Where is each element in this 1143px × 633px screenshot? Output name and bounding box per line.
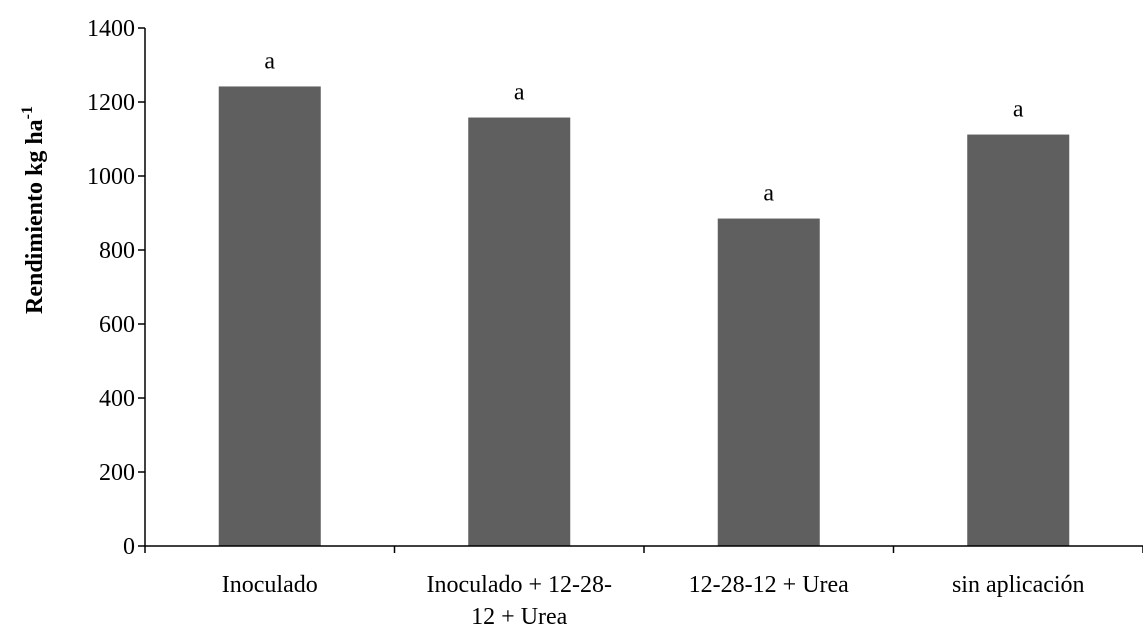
bar <box>967 134 1070 546</box>
category-label-line: Inoculado <box>222 572 318 598</box>
data-label: a <box>514 80 525 106</box>
y-tick-label: 1000 <box>87 164 135 190</box>
bars <box>218 86 1070 547</box>
category-label: Inoculado + 12-28- 12 + Urea <box>427 572 612 630</box>
y-axis-title-superscript: -1 <box>19 106 36 119</box>
y-axis-title-text: Rendimiento kg ha <box>22 119 48 314</box>
x-axis-ticks <box>144 546 1143 553</box>
bar <box>717 218 820 547</box>
y-axis-title: Rendimiento kg ha-1 <box>19 106 48 314</box>
y-axis-ticks: 0 200 400 600 800 1000 1200 1400 <box>87 16 145 560</box>
category-label: sin aplicación <box>952 572 1085 598</box>
bar <box>218 86 321 547</box>
category-label: 12-28-12 + Urea <box>689 572 849 598</box>
bar <box>468 117 571 546</box>
category-label-line: 12 + Urea <box>471 604 568 630</box>
y-tick-label: 0 <box>123 534 135 560</box>
data-labels: a a a a <box>264 48 1024 206</box>
data-label: a <box>763 181 774 207</box>
y-tick-label: 1400 <box>87 16 135 42</box>
data-label: a <box>1013 97 1024 123</box>
category-label-line: Inoculado + 12-28- <box>427 572 612 598</box>
category-labels: Inoculado Inoculado + 12-28- 12 + Urea 12-2… <box>222 572 1085 630</box>
y-tick-label: 800 <box>99 238 135 264</box>
data-label: a <box>264 48 275 74</box>
y-tick-label: 200 <box>99 460 135 486</box>
y-tick-label: 400 <box>99 386 135 412</box>
category-label-line: 12-28-12 + Urea <box>689 572 849 598</box>
y-tick-label: 1200 <box>87 90 135 116</box>
category-label: Inoculado <box>222 572 318 598</box>
category-label-line: sin aplicación <box>952 572 1085 598</box>
y-tick-label: 600 <box>99 312 135 338</box>
